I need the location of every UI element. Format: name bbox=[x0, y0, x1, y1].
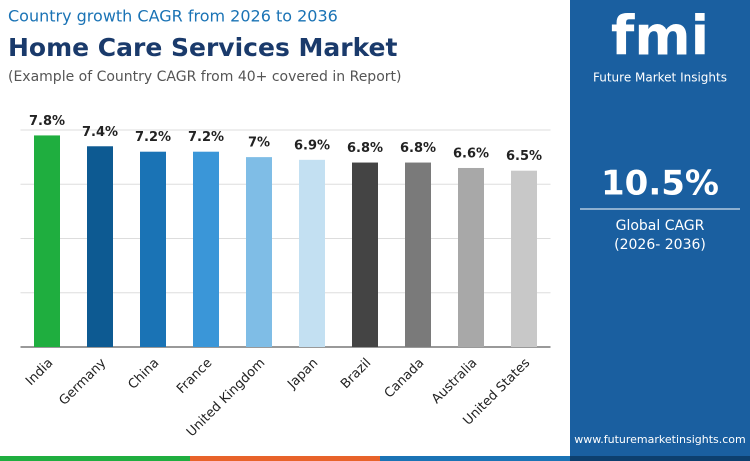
website: www.futuremarketinsights.com bbox=[574, 433, 746, 446]
brand: Future Market Insights bbox=[593, 71, 727, 85]
value-label: 6.6% bbox=[453, 146, 489, 161]
bar bbox=[87, 146, 113, 347]
logo: fmi bbox=[611, 5, 709, 68]
chart-subtitle: Country growth CAGR from 2026 to 2036 bbox=[8, 7, 338, 26]
value-label: 7.8% bbox=[29, 114, 65, 129]
bar bbox=[193, 151, 219, 347]
bar bbox=[246, 157, 272, 347]
value-label: 6.5% bbox=[506, 149, 542, 164]
chart-note: (Example of Country CAGR from 40+ covere… bbox=[8, 69, 401, 85]
bar bbox=[299, 159, 325, 347]
bar bbox=[140, 151, 166, 347]
period: (2026- 2036) bbox=[614, 237, 706, 253]
value-label: 7.2% bbox=[188, 130, 224, 145]
bar bbox=[458, 167, 484, 347]
bar bbox=[34, 135, 60, 347]
value-label: 6.8% bbox=[347, 141, 383, 156]
strip bbox=[380, 456, 570, 461]
bar bbox=[352, 162, 378, 347]
bar bbox=[405, 162, 431, 347]
value-label: 6.8% bbox=[400, 141, 436, 156]
value-label: 7.2% bbox=[135, 130, 171, 145]
headline: 10.5% bbox=[601, 164, 719, 204]
strip bbox=[0, 456, 190, 461]
value-label: 7.4% bbox=[82, 125, 118, 140]
chart-title: Home Care Services Market bbox=[8, 33, 398, 62]
caption: Global CAGR bbox=[616, 218, 705, 234]
strip bbox=[190, 456, 380, 461]
value-label: 6.9% bbox=[294, 138, 330, 153]
side-panel bbox=[570, 0, 750, 461]
strip bbox=[570, 456, 750, 461]
bar bbox=[511, 170, 537, 347]
value-label: 7% bbox=[248, 136, 270, 151]
